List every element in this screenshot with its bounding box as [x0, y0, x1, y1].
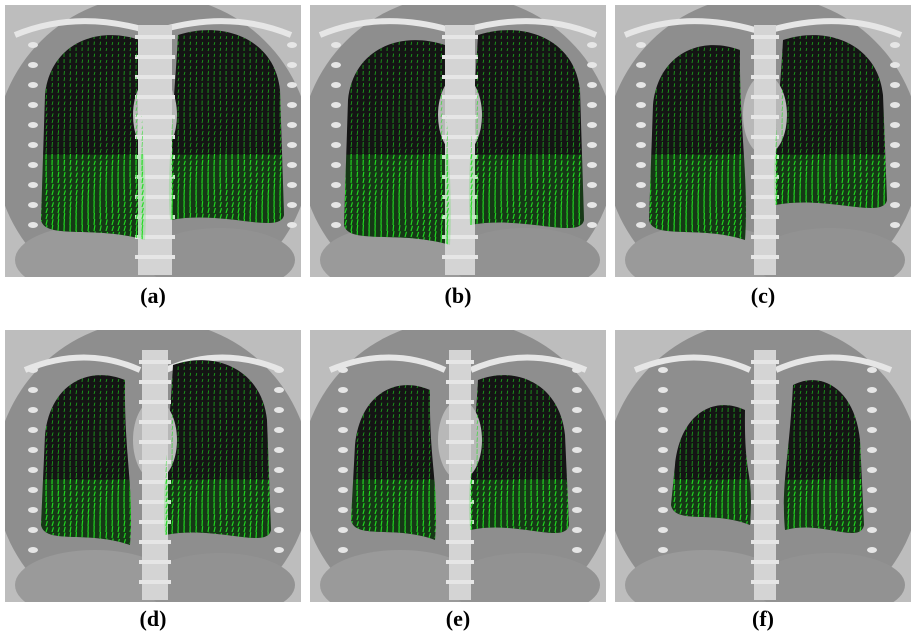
panel-c-ct-slice [615, 5, 911, 277]
ct-lung-coronal-slice-icon [310, 330, 606, 602]
panel-d-ct-slice [5, 330, 301, 602]
caption-d: (d) [139, 606, 167, 631]
ct-lung-coronal-slice-icon [615, 5, 911, 277]
panel-f-ct-slice [615, 330, 911, 602]
ct-lung-coronal-slice-icon [5, 5, 301, 277]
ct-lung-coronal-slice-icon [615, 330, 911, 602]
panel-a-ct-slice [5, 5, 301, 277]
ct-lung-coronal-slice-icon [310, 5, 606, 277]
panel-e-ct-slice [310, 330, 606, 602]
panel-b-ct-slice [310, 5, 606, 277]
caption-f: (f) [752, 606, 774, 631]
ct-lung-coronal-slice-icon [5, 330, 301, 602]
caption-e: (e) [445, 606, 471, 631]
caption-c: (c) [750, 283, 776, 308]
caption-a: (a) [140, 283, 166, 308]
caption-b: (b) [444, 283, 472, 308]
